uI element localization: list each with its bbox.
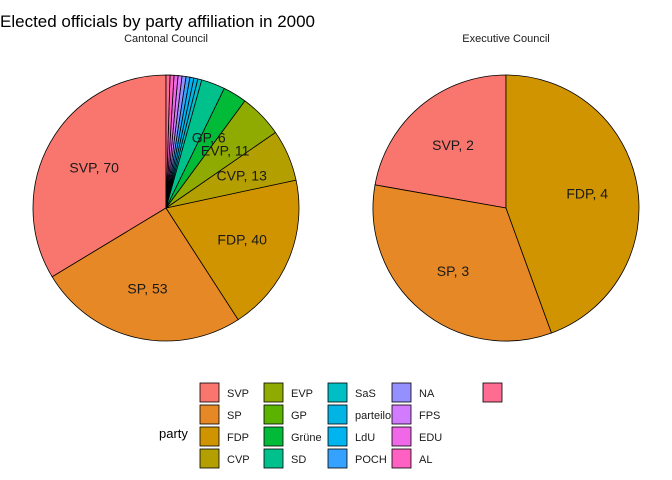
legend-item-al: AL: [391, 448, 432, 469]
legend-swatch: [327, 404, 348, 425]
legend-swatch: [391, 404, 412, 425]
slice-label: EVP, 11: [201, 143, 250, 159]
legend-label: FPS: [419, 410, 440, 422]
legend-label: SaS: [355, 388, 376, 400]
slice-label: SVP, 2: [432, 137, 474, 153]
pie-panel-executive-council: Executive Council SVP, 2 SP, 3 FDP, 4: [372, 33, 640, 342]
legend-item-parteilos: parteilos: [327, 404, 397, 425]
legend-item-sas: SaS: [327, 382, 376, 403]
legend-label: AL: [419, 454, 432, 466]
pie-slice-unnamed: [165, 74, 171, 209]
legend-swatch: [327, 426, 348, 447]
legend-title: party: [159, 426, 188, 441]
legend-swatch: [391, 382, 412, 403]
legend-item-sd: SD: [263, 448, 306, 469]
legend-label: EVP: [291, 388, 313, 400]
legend-swatch: [263, 426, 284, 447]
legend-item-svp: SVP: [199, 382, 249, 403]
legend-label: FDP: [227, 432, 249, 444]
legend-label: LdU: [355, 432, 375, 444]
legend-swatch: [199, 382, 220, 403]
legend-label: NA: [419, 388, 435, 400]
slice-label: SVP, 70: [69, 160, 119, 176]
legend-item-na: NA: [391, 382, 435, 403]
legend-item-gr-ne: Grüne: [263, 426, 322, 447]
legend-item-poch: POCH: [327, 448, 387, 469]
panel-title: Executive Council: [462, 33, 549, 45]
legend-label: CVP: [227, 454, 250, 466]
legend-label: SD: [291, 454, 306, 466]
legend-item-fdp: FDP: [199, 426, 249, 447]
legend-label: GP: [291, 410, 307, 422]
legend-label: EDU: [419, 432, 442, 444]
pie-slice-svp: [32, 74, 167, 278]
legend-swatch: [327, 448, 348, 469]
pie-panel-cantonal-council: Cantonal Council SVP, 70 SP, 53 FDP, 40 CVP,…: [32, 33, 300, 342]
legend-swatch: [263, 404, 284, 425]
slice-label: SP, 3: [437, 263, 470, 279]
pie-slice-fdp: [165, 179, 300, 321]
pie-slice-sp: [372, 184, 553, 342]
legend-swatch: [199, 426, 220, 447]
legend-swatch: [199, 404, 220, 425]
legend-swatch: [327, 382, 348, 403]
pie-panels: Cantonal Council SVP, 70 SP, 53 FDP, 40 CVP,…: [32, 33, 640, 342]
legend-swatch: [263, 448, 284, 469]
legend-item-fps: FPS: [391, 404, 440, 425]
chart-title: Elected officials by party affiliation i…: [0, 12, 315, 31]
slice-label: FDP, 40: [217, 232, 267, 248]
legend-item-cvp: CVP: [199, 448, 250, 469]
slice-label: SP, 53: [127, 280, 167, 296]
panel-title: Cantonal Council: [124, 33, 208, 45]
legend-label: SP: [227, 410, 242, 422]
slice-label: GP, 6: [192, 129, 226, 145]
legend: party SVP SP FDP CVP EVP GP Grüne SD SaS parteilo…: [159, 382, 503, 469]
slice-label: CVP, 13: [217, 167, 268, 183]
legend-swatch: [391, 448, 412, 469]
slice-label: FDP, 4: [566, 186, 608, 202]
legend-item-edu: EDU: [391, 426, 442, 447]
legend-item-ldu: LdU: [327, 426, 375, 447]
pie-slice-svp: [374, 74, 507, 209]
pie-slice-fdp: [505, 74, 640, 334]
legend-item-evp: EVP: [263, 382, 313, 403]
legend-swatch: [263, 382, 284, 403]
legend-label: SVP: [227, 388, 249, 400]
legend-label: POCH: [355, 454, 387, 466]
legend-item-gp: GP: [263, 404, 307, 425]
legend-swatch: [482, 382, 503, 403]
legend-label: parteilos: [355, 410, 397, 422]
legend-item-unnamed: [482, 382, 503, 403]
legend-swatch: [391, 426, 412, 447]
legend-swatch: [199, 448, 220, 469]
legend-label: Grüne: [291, 432, 322, 444]
pie-slice-sp: [51, 207, 239, 342]
legend-item-sp: SP: [199, 404, 242, 425]
